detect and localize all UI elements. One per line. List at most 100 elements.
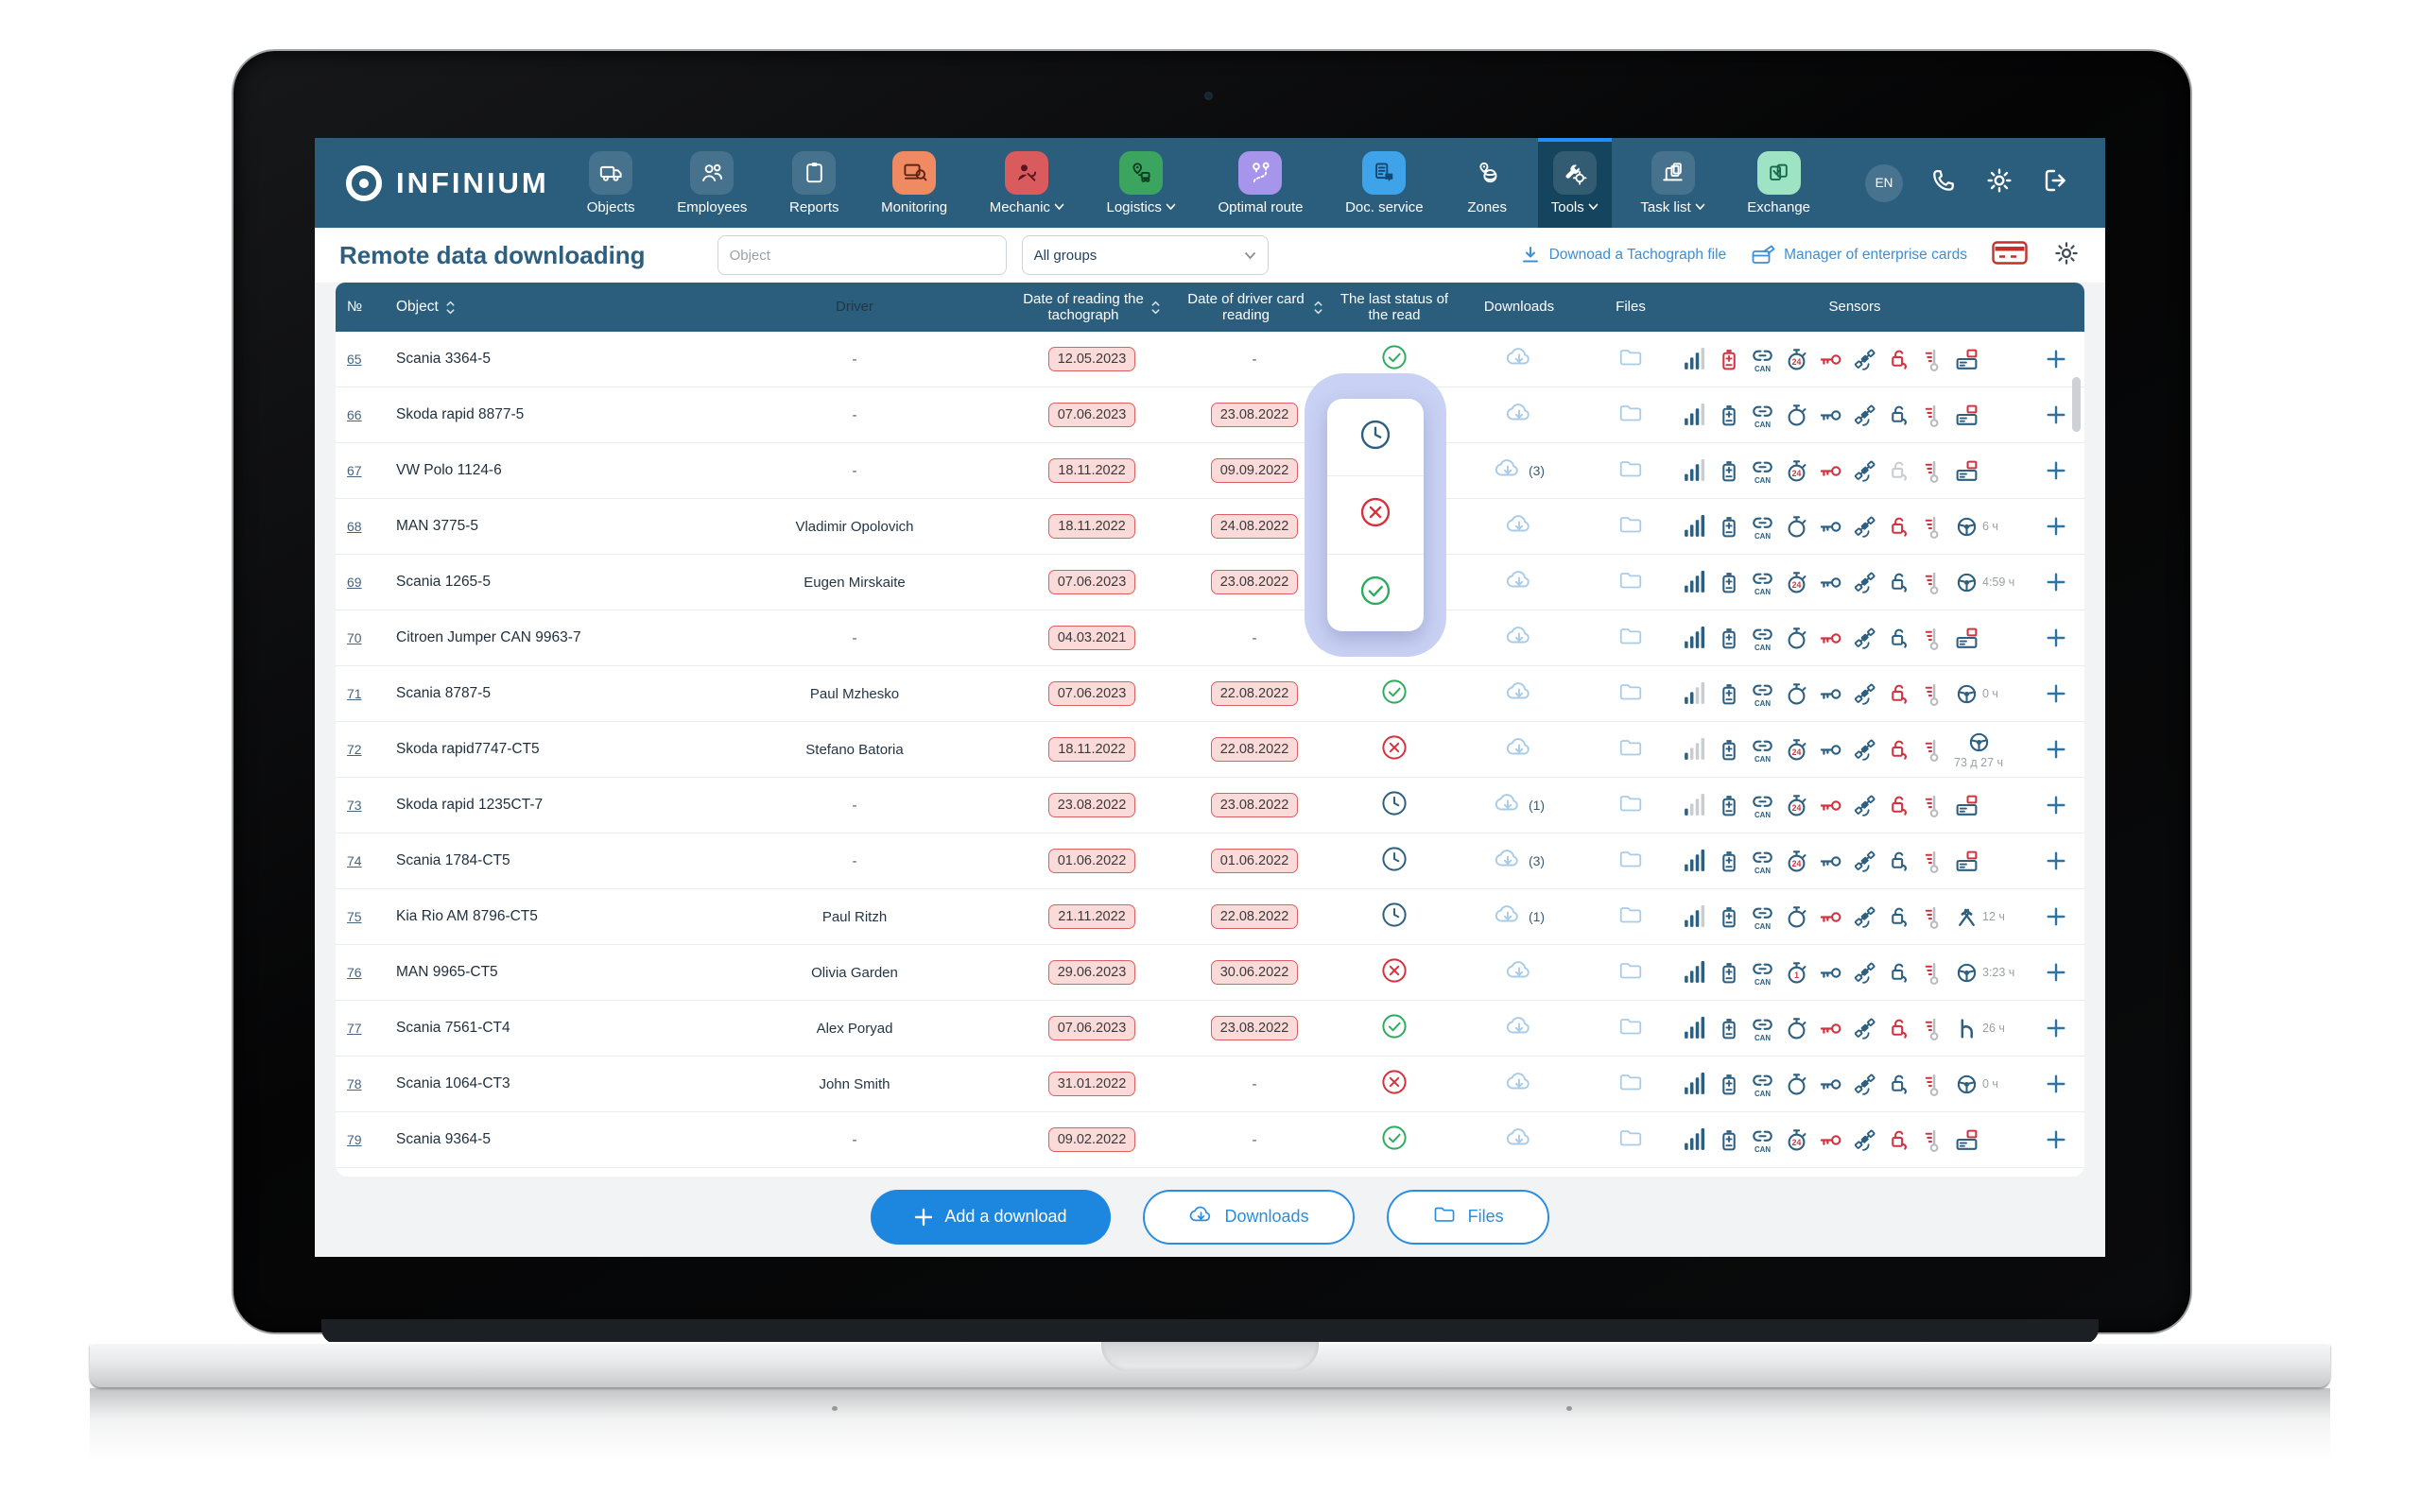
nav-item-logistics[interactable]: Logistics [1094, 138, 1189, 228]
files-button[interactable]: Files [1386, 1189, 1549, 1245]
folder-icon[interactable] [1617, 1125, 1644, 1156]
downloads-cell[interactable]: (3) [1453, 845, 1585, 878]
row-number-link[interactable]: 79 [347, 1132, 362, 1147]
files-cell[interactable] [1585, 1125, 1676, 1156]
cloud-download-icon[interactable] [1505, 1012, 1533, 1045]
status-cell[interactable] [1336, 956, 1453, 989]
expand-row-button[interactable] [2028, 1017, 2084, 1040]
row-number-link[interactable]: 70 [347, 630, 362, 645]
nav-item-reports[interactable]: Reports [776, 138, 853, 228]
downloads-cell[interactable] [1453, 678, 1585, 711]
status-cell[interactable] [1336, 789, 1453, 822]
expand-row-button[interactable] [2028, 348, 2084, 370]
cloud-download-icon[interactable] [1505, 678, 1533, 711]
status-success-icon[interactable] [1380, 1124, 1409, 1157]
status-cell[interactable] [1336, 901, 1453, 934]
column-header-object[interactable]: Object [389, 299, 699, 316]
row-number-link[interactable]: 72 [347, 742, 362, 757]
row-number-link[interactable]: 65 [347, 352, 362, 367]
folder-icon[interactable] [1617, 511, 1644, 542]
row-number-link[interactable]: 73 [347, 798, 362, 813]
folder-icon[interactable] [1617, 1069, 1644, 1100]
vertical-scrollbar-thumb[interactable] [2072, 377, 2081, 432]
table-settings-gear-icon[interactable] [2052, 239, 2081, 272]
row-number-link[interactable]: 71 [347, 686, 362, 701]
expand-row-button[interactable] [2028, 850, 2084, 872]
expand-row-button[interactable] [2028, 571, 2084, 593]
nav-item-task-list[interactable]: Task list [1627, 138, 1718, 228]
enterprise-cards-link[interactable]: Manager of enterprise cards [1751, 244, 1967, 266]
column-header-card[interactable]: Date of driver card reading [1173, 291, 1336, 324]
sort-icon[interactable] [445, 300, 456, 316]
downloads-cell[interactable] [1453, 399, 1585, 432]
downloads-button[interactable]: Downloads [1142, 1189, 1355, 1245]
folder-icon[interactable] [1617, 1013, 1644, 1044]
status-cell[interactable] [1336, 1068, 1453, 1101]
expand-row-button[interactable] [2028, 1073, 2084, 1095]
status-cell[interactable] [1336, 845, 1453, 878]
files-cell[interactable] [1585, 734, 1676, 765]
brand-logo[interactable]: infinium [315, 138, 574, 228]
column-header-tacho[interactable]: Date of reading the tachograph [1011, 291, 1173, 324]
folder-icon[interactable] [1617, 344, 1644, 375]
folder-icon[interactable] [1617, 679, 1644, 710]
downloads-cell[interactable]: (1) [1453, 901, 1585, 934]
sort-icon[interactable] [1150, 300, 1161, 316]
files-cell[interactable] [1585, 790, 1676, 821]
cloud-download-icon[interactable] [1494, 455, 1522, 488]
cloud-download-icon[interactable] [1494, 789, 1522, 822]
row-number-link[interactable]: 77 [347, 1021, 362, 1036]
downloads-cell[interactable] [1453, 1012, 1585, 1045]
nav-item-exchange[interactable]: Exchange [1734, 138, 1824, 228]
cloud-download-icon[interactable] [1505, 510, 1533, 543]
status-success-icon[interactable] [1380, 343, 1409, 376]
red-card-icon[interactable] [1992, 240, 2028, 270]
nav-item-objects[interactable]: Objects [574, 138, 648, 228]
expand-row-button[interactable] [2028, 1128, 2084, 1151]
files-cell[interactable] [1585, 400, 1676, 431]
status-cell[interactable] [1336, 733, 1453, 766]
cloud-download-icon[interactable] [1505, 399, 1533, 432]
nav-item-zones[interactable]: Zones [1452, 138, 1522, 228]
row-number-link[interactable]: 67 [347, 463, 362, 478]
status-pending-icon[interactable] [1380, 789, 1409, 822]
status-pending-icon[interactable] [1380, 901, 1409, 934]
cloud-download-icon[interactable] [1505, 956, 1533, 989]
files-cell[interactable] [1585, 344, 1676, 375]
cloud-download-icon[interactable] [1505, 622, 1533, 655]
add-download-button[interactable]: Add a download [871, 1189, 1111, 1245]
legend-pending-option[interactable] [1327, 399, 1424, 477]
files-cell[interactable] [1585, 957, 1676, 988]
downloads-cell[interactable] [1453, 1068, 1585, 1101]
files-cell[interactable] [1585, 1069, 1676, 1100]
cloud-download-icon[interactable] [1505, 1068, 1533, 1101]
row-number-link[interactable]: 68 [347, 519, 362, 534]
expand-row-button[interactable] [2028, 515, 2084, 538]
downloads-cell[interactable] [1453, 956, 1585, 989]
cloud-download-icon[interactable] [1494, 845, 1522, 878]
nav-item-doc-service[interactable]: Doc. service [1332, 138, 1437, 228]
nav-item-monitoring[interactable]: Monitoring [868, 138, 960, 228]
folder-icon[interactable] [1617, 846, 1644, 877]
legend-success-option[interactable] [1327, 555, 1424, 631]
nav-item-mechanic[interactable]: Mechanic [977, 138, 1078, 228]
download-tachograph-link[interactable]: Downoad a Tachograph file [1519, 244, 1726, 266]
row-number-link[interactable]: 69 [347, 575, 362, 590]
cloud-download-icon[interactable] [1505, 733, 1533, 766]
files-cell[interactable] [1585, 846, 1676, 877]
files-cell[interactable] [1585, 1013, 1676, 1044]
expand-row-button[interactable] [2028, 682, 2084, 705]
cloud-download-icon[interactable] [1494, 901, 1522, 934]
downloads-cell[interactable] [1453, 1124, 1585, 1157]
nav-item-employees[interactable]: Employees [664, 138, 760, 228]
sort-icon[interactable] [1313, 300, 1323, 316]
expand-row-button[interactable] [2028, 404, 2084, 426]
folder-icon[interactable] [1617, 902, 1644, 933]
expand-row-button[interactable] [2028, 905, 2084, 928]
status-cell[interactable] [1336, 1012, 1453, 1045]
nav-item-tools[interactable]: Tools [1537, 138, 1612, 228]
expand-row-button[interactable] [2028, 738, 2084, 761]
nav-item-optimal-route[interactable]: Optimal route [1204, 138, 1316, 228]
folder-icon[interactable] [1617, 455, 1644, 487]
cloud-download-icon[interactable] [1505, 566, 1533, 599]
